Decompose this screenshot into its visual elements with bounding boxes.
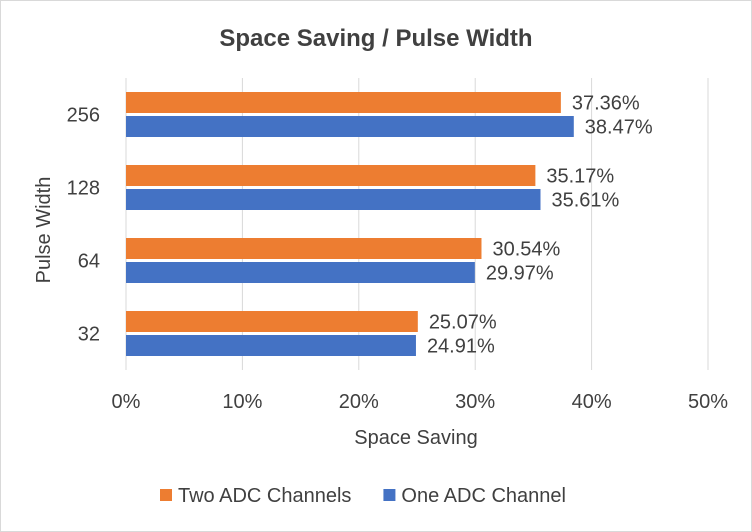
bar [126, 189, 541, 210]
data-label: 38.47% [585, 117, 653, 139]
data-label: 24.91% [427, 336, 495, 358]
data-label: 25.07% [429, 312, 497, 334]
x-tick-label: 40% [572, 391, 612, 413]
data-label: 29.97% [486, 263, 554, 285]
legend-label: One ADC Channel [401, 485, 566, 507]
x-tick-label: 30% [455, 391, 495, 413]
y-tick-label: 128 [67, 178, 100, 200]
legend-swatch [160, 489, 172, 501]
bar [126, 116, 574, 137]
y-tick-label: 32 [78, 324, 100, 346]
bar [126, 238, 482, 259]
y-axis-label: Pulse Width [33, 177, 55, 284]
chart-title: Space Saving / Pulse Width [219, 25, 532, 52]
x-tick-label: 50% [688, 391, 728, 413]
bar [126, 311, 418, 332]
x-axis-label: Space Saving [354, 427, 477, 449]
x-tick-label: 20% [339, 391, 379, 413]
data-labels: 37.36%38.47% 35.17%35.61% 30.54%29.97% 25.0… [427, 93, 653, 358]
bar [126, 92, 561, 113]
data-label: 37.36% [572, 93, 640, 115]
y-tick-label: 256 [67, 105, 100, 127]
legend-swatch [383, 489, 396, 501]
legend-label: Two ADC Channels [178, 485, 351, 507]
bar [126, 262, 475, 283]
x-tick-labels: 0% 10% 20% 30% 40% 50% [112, 391, 729, 413]
x-tick-label: 0% [112, 391, 141, 413]
data-label: 35.17% [546, 166, 614, 188]
data-label: 30.54% [492, 239, 560, 261]
data-label: 35.61% [552, 190, 620, 212]
y-tick-labels: 256 128 64 32 [67, 105, 100, 346]
y-tick-label: 64 [78, 251, 100, 273]
legend: Two ADC Channels One ADC Channel [160, 485, 566, 507]
bar [126, 165, 536, 186]
bar [126, 335, 416, 356]
x-tick-label: 10% [222, 391, 262, 413]
bars [126, 92, 574, 356]
